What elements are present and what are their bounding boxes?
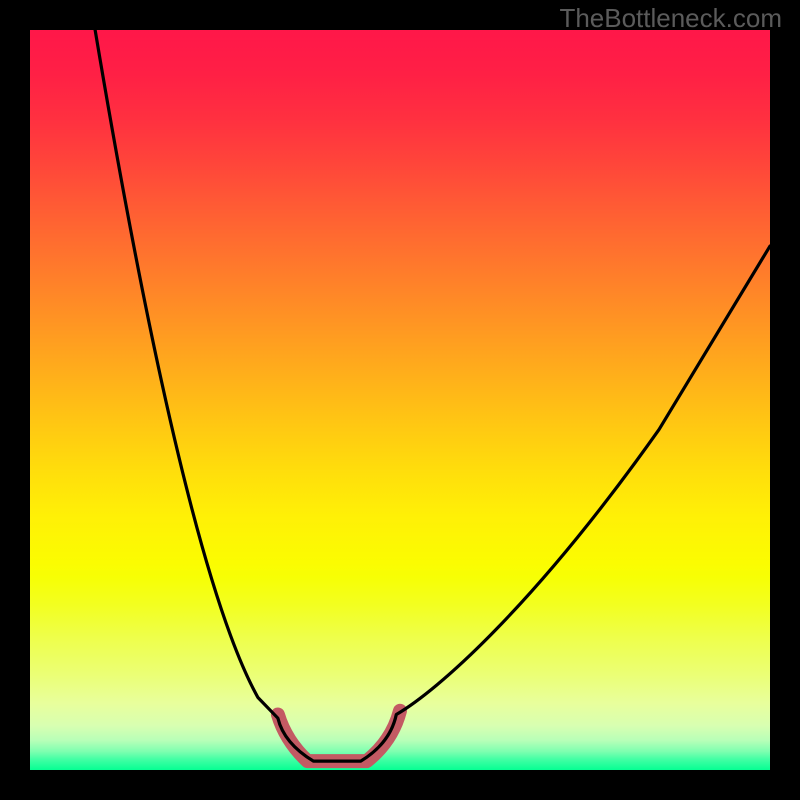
watermark-text: TheBottleneck.com [559,3,782,34]
chart-canvas: TheBottleneck.com [0,0,800,800]
plot-gradient-background [30,30,770,770]
chart-svg [0,0,800,800]
